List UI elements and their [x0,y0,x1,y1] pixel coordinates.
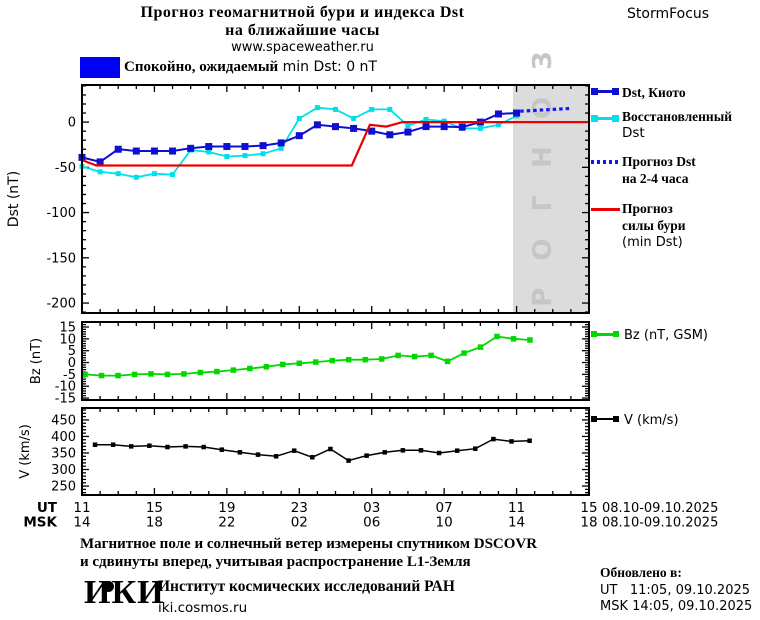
dst-forecast-dotted-icon [591,160,619,164]
svg-text:15: 15 [146,500,163,516]
v-marker-icon [591,416,597,422]
forecast-region [512,86,588,312]
dst-recon-line-icon [593,117,619,120]
svg-text:-10: -10 [55,380,76,395]
svg-text:5: 5 [68,344,76,359]
svg-text:23: 23 [291,500,308,516]
legend-bz-label: Bz (nT, GSM) [624,328,709,343]
x-axis-labels: UTMSK1114151819222302030607101114151808.… [23,500,718,531]
dst-kyoto-line-icon [593,90,619,93]
forecast-watermark: П Р О Г Н О З [528,42,558,355]
svg-text:Bz (nT): Bz (nT) [29,338,44,384]
footer-note-2: и сдвинуты вперед, учитывая распростране… [80,554,471,570]
svg-text:MSK: MSK [23,515,57,531]
updated-ut: UT 11:05, 09.10.2025 [600,583,751,598]
legend-storm-forecast-label: Прогноз силы бури (min Dst) [622,201,686,250]
svg-text:-50: -50 [55,161,76,176]
svg-text:10: 10 [436,515,453,531]
updated-msk: MSK 14:05, 09.10.2025 [600,599,753,614]
institute-name: Институт космических исследований РАН [158,578,455,595]
v-line-icon [593,418,619,420]
institute-site: iki.cosmos.ru [158,600,248,616]
svg-text:18: 18 [580,515,597,531]
updated-label: Обновлено в: [600,565,682,580]
legend-dst-forecast-label: Прогноз Dst на 2-4 часа [622,154,696,186]
svg-text:15: 15 [59,320,76,335]
status-text: Спокойно, ожидаемый min Dst: 0 nT [124,59,377,76]
svg-text:0: 0 [68,116,76,131]
svg-text:10: 10 [59,332,76,347]
svg-text:14: 14 [508,515,525,531]
svg-text:350: 350 [51,446,76,461]
storm-level-swatch [80,57,120,78]
status-text-value: min Dst: 0 nT [278,59,377,75]
series-line [81,120,589,167]
brand-label: StormFocus [627,6,710,22]
svg-text:11: 11 [73,500,90,516]
series-line [520,106,570,113]
svg-text:0: 0 [68,356,76,371]
svg-text:18: 18 [146,515,163,531]
svg-text:-150: -150 [46,251,76,266]
svg-text:11: 11 [508,500,525,516]
svg-text:400: 400 [51,430,76,445]
status-text-main: Спокойно, ожидаемый [124,59,279,75]
svg-text:-100: -100 [46,206,76,221]
page-subtitle: на ближайшие часы [225,22,380,39]
page-title: Прогноз геомагнитной бури и индекса Dst [140,4,465,21]
svg-text:V (km/s): V (km/s) [18,424,33,479]
iki-logo: ИКИ [84,574,165,611]
source-url: www.spaceweather.ru [231,40,374,55]
v-marker-icon [613,416,619,422]
svg-text:06: 06 [363,515,380,531]
storm-forecast-line-icon [591,208,620,211]
svg-text:300: 300 [51,463,76,478]
dst-recon-marker-icon [591,115,598,122]
svg-text:250: 250 [51,480,76,495]
svg-text:02: 02 [291,515,308,531]
legend-dst-kyoto-label: Dst, Киото [622,85,686,100]
svg-text:08.10-09.10.2025: 08.10-09.10.2025 [602,516,718,531]
svg-text:-15: -15 [55,392,76,407]
dst-kyoto-marker-icon [612,88,619,95]
svg-text:03: 03 [363,500,380,516]
svg-text:Dst (nT): Dst (nT) [6,171,22,227]
svg-text:19: 19 [218,500,235,516]
svg-text:14: 14 [73,515,90,531]
svg-text:-200: -200 [46,297,76,312]
svg-text:07: 07 [436,500,453,516]
legend-v-label: V (km/s) [624,413,679,428]
svg-text:22: 22 [218,515,235,531]
series-line [85,335,531,377]
svg-text:450: 450 [51,413,76,428]
dst-kyoto-marker-icon [591,88,598,95]
legend-dst-recon-label: Восстановленный Dst [622,109,733,141]
bz-marker-icon [613,331,619,337]
dst-recon-marker-icon [612,115,619,122]
bz-marker-icon [591,331,597,337]
panel-dst: П Р О Г Н О З 0 -50 -100 -150 -200 Dst (nT) [6,42,590,356]
svg-text:08.10-09.10.2025: 08.10-09.10.2025 [602,501,718,516]
footer-note-1: Магнитное поле и солнечный ветер измерен… [80,536,538,552]
svg-text:15: 15 [580,500,597,516]
svg-text:UT: UT [37,500,58,516]
svg-text:-5: -5 [63,368,76,383]
bz-line-icon [593,333,619,336]
iki-logo-dot-icon [103,581,114,592]
